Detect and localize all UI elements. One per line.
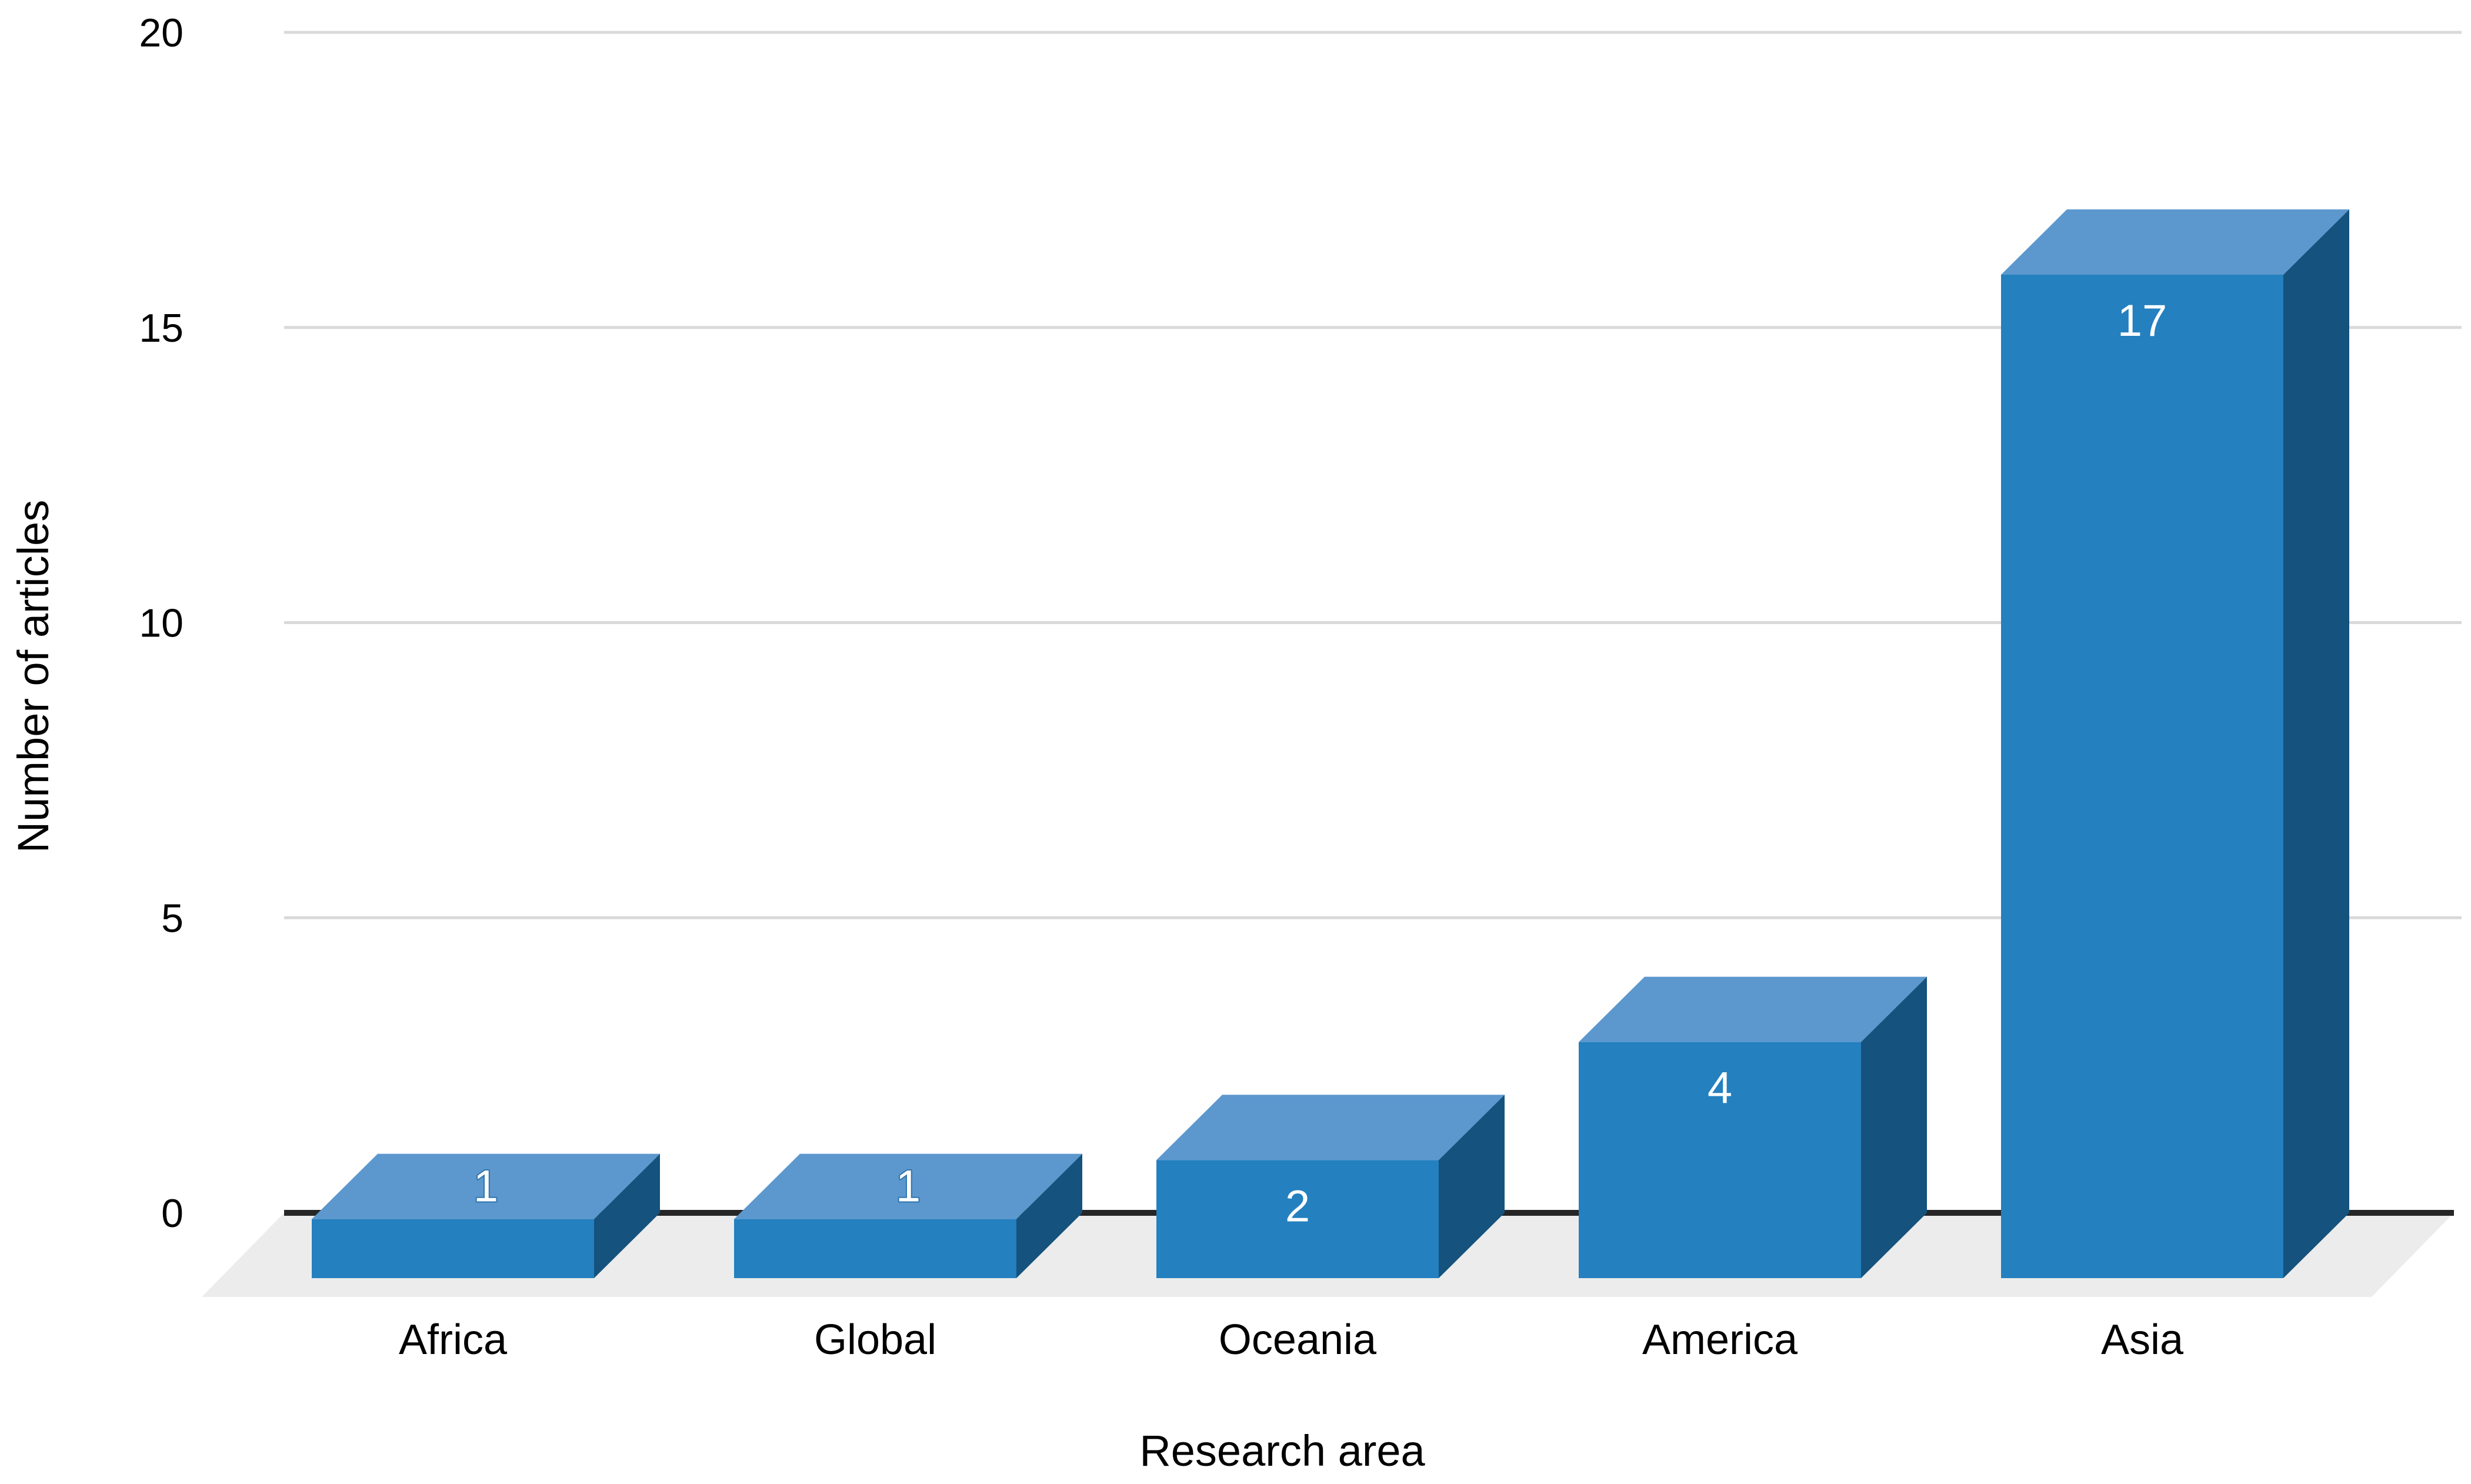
category-label-layer: Africa Global Oceania America Asia [399, 1316, 2184, 1363]
bar-front-face [1156, 1160, 1439, 1278]
bar-value-label-africa: 1 [473, 1162, 498, 1212]
bar-front-face [1579, 1042, 1861, 1278]
bar-value-label-america: 4 [1708, 1063, 1732, 1113]
bar-oceania [1156, 1095, 1505, 1278]
bar-side-face [1016, 1153, 1082, 1278]
bar-front-face [312, 1219, 594, 1278]
value-label-layer: 1 1 2 4 17 [472, 296, 2167, 1231]
y-tick-label-0: 0 [161, 1191, 184, 1236]
category-label-global: Global [814, 1316, 936, 1363]
bar-value-label-asia: 17 [2117, 296, 2167, 346]
y-tick-label-10: 10 [139, 601, 184, 646]
bar-side-face [1861, 976, 1927, 1278]
bar-top-face [1579, 976, 1927, 1042]
bar-side-face [2283, 209, 2349, 1278]
bar-top-face [1156, 1095, 1505, 1160]
bar-side-face [1439, 1095, 1505, 1278]
y-tick-label-5: 5 [161, 896, 184, 941]
bar-front-face [734, 1219, 1016, 1278]
bar-global [734, 1153, 1082, 1278]
bar-africa [312, 1153, 660, 1278]
bar-value-label-oceania: 2 [1285, 1181, 1310, 1231]
bar-side-face [594, 1153, 660, 1278]
bar-value-label-global: 1 [896, 1162, 921, 1212]
category-label-asia: Asia [2101, 1316, 2184, 1363]
y-tick-layer: 0 5 10 15 20 [139, 11, 184, 1236]
bars-layer [312, 209, 2349, 1278]
bar-top-face [2001, 209, 2349, 275]
x-axis-title: Research area [1139, 1426, 1425, 1475]
bar-top-face [312, 1153, 660, 1219]
category-label-africa: Africa [399, 1316, 508, 1363]
category-label-america: America [1642, 1316, 1798, 1363]
bar-front-face [2001, 275, 2283, 1278]
category-label-oceania: Oceania [1219, 1316, 1377, 1363]
bar-america [1579, 976, 1927, 1278]
bar-top-face [734, 1153, 1082, 1219]
y-axis-title: Number of articles [9, 500, 58, 853]
bar-asia [2001, 209, 2349, 1278]
y-tick-label-15: 15 [139, 306, 184, 351]
y-tick-label-20: 20 [139, 11, 184, 55]
